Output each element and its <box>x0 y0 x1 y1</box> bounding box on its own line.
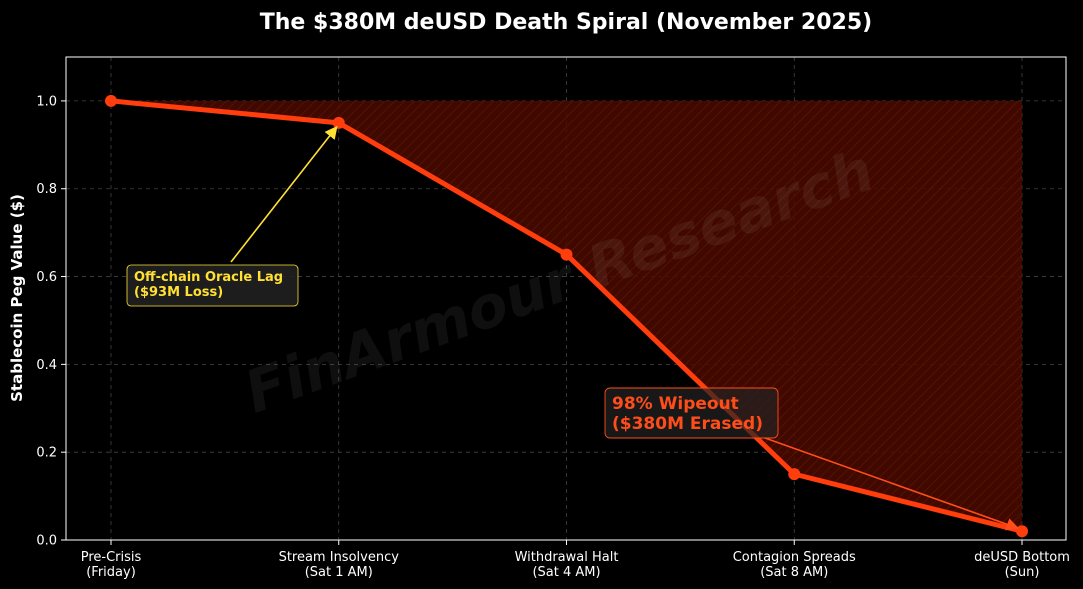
y-tick-label-1: 0.2 <box>36 446 57 461</box>
data-point-0 <box>105 94 117 107</box>
loss-area-hatch <box>111 100 1022 532</box>
x-tick-label-2-1: (Sat 4 AM) <box>532 565 600 580</box>
chart-title: The $380M deUSD Death Spiral (November 2… <box>260 10 872 35</box>
annotation-oracle-text-0: Off-chain Oracle Lag <box>134 270 283 285</box>
y-tick-label-5: 1.0 <box>36 94 57 109</box>
line-segment-1 <box>336 120 569 258</box>
annotation-wipeout-text-1: ($380M Erased) <box>612 414 763 434</box>
x-tick-label-0-0: Pre-Crisis <box>81 550 142 565</box>
line-segment-3 <box>791 471 1025 534</box>
annotation-wipeout-text-0: 98% Wipeout <box>612 394 739 414</box>
annotation-layer: Off-chain Oracle Lag($93M Loss) 98% Wipeo… <box>126 125 1020 531</box>
annotation-wipeout-arrow <box>764 437 1020 531</box>
y-axis-label: Stablecoin Peg Value ($) <box>8 194 26 402</box>
y-tick-label-2: 0.4 <box>36 358 57 373</box>
x-tick-label-1-1: (Sat 1 AM) <box>305 565 373 580</box>
x-tick-label-0-1: (Friday) <box>86 565 136 580</box>
x-tick-label-1-0: Stream Insolvency <box>279 550 400 565</box>
data-point-2 <box>560 248 573 261</box>
y-tick-label-4: 0.8 <box>36 182 57 197</box>
annotation-wipeout-box <box>604 387 779 439</box>
annotation-oracle-text-1: ($93M Loss) <box>134 285 223 300</box>
x-tick-label-3-0: Contagion Spreads <box>733 550 856 565</box>
y-tick-label-3: 0.6 <box>36 270 57 285</box>
y-tick-label-0: 0.0 <box>36 534 57 549</box>
fill-layer <box>111 100 1022 532</box>
annotation-oracle-box <box>126 264 299 307</box>
data-point-4 <box>1016 525 1028 538</box>
line-layer <box>105 94 1028 538</box>
x-tick-label-2-0: Withdrawal Halt <box>515 550 619 565</box>
x-tick-label-4-1: (Sun) <box>1005 565 1040 580</box>
axis-layer: 0.0 0.2 0.4 0.6 0.8 1.0 Pre-Crisis(Friday) Stre… <box>36 56 1070 580</box>
line-segment-0 <box>108 98 342 126</box>
data-point-3 <box>788 468 801 481</box>
annotation-oracle-arrow <box>230 125 338 263</box>
x-tick-label-4-0: deUSD Bottom <box>974 550 1070 565</box>
x-tick-label-3-1: (Sat 8 AM) <box>760 565 828 580</box>
data-point-1 <box>332 116 345 129</box>
